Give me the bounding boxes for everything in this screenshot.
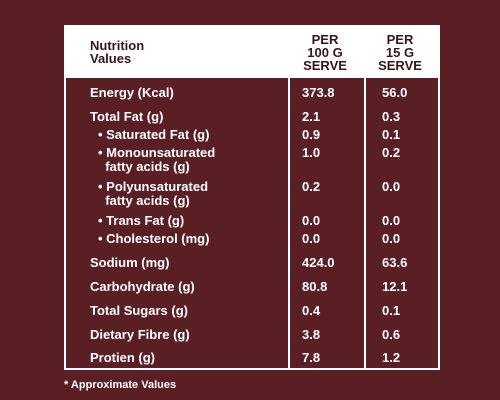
header-per-100g: PER 100 G SERVE xyxy=(303,32,347,73)
row-value-per-100g: 373.8 xyxy=(302,85,335,100)
row-label: • Cholesterol (mg) xyxy=(98,231,210,246)
row-label: • Polyunsaturated fatty acids (g) xyxy=(98,179,209,208)
row-value-per-100g: 0.9 xyxy=(302,127,321,142)
row-value-per-100g: 80.8 xyxy=(302,279,328,294)
row-label: Protien (g) xyxy=(90,350,155,365)
nutrition-table: Nutrition Values PER 100 G SERVE PER 15 … xyxy=(64,25,440,370)
row-value-per-15g: 1.2 xyxy=(382,350,401,365)
row-value-per-100g: 0.0 xyxy=(302,231,321,246)
row-value-per-100g: 0.2 xyxy=(302,179,321,194)
row-label: Energy (Kcal) xyxy=(90,85,174,100)
row-value-per-15g: 0.0 xyxy=(382,213,401,228)
column-divider-2 xyxy=(364,25,366,370)
row-value-per-100g: 1.0 xyxy=(302,145,321,160)
table-border-left xyxy=(64,25,66,370)
row-value-per-15g: 0.0 xyxy=(382,179,401,194)
row-value-per-15g: 12.1 xyxy=(382,279,408,294)
table-border-bottom xyxy=(64,368,440,370)
row-label: • Saturated Fat (g) xyxy=(98,127,210,142)
footnote-approximate-values: * Approximate Values xyxy=(64,379,177,391)
row-value-per-100g: 2.1 xyxy=(302,109,321,124)
row-label: Sodium (mg) xyxy=(90,255,170,270)
row-value-per-15g: 56.0 xyxy=(382,85,408,100)
row-value-per-15g: 0.3 xyxy=(382,109,401,124)
header-per-15g: PER 15 G SERVE xyxy=(378,32,422,73)
row-value-per-15g: 0.0 xyxy=(382,231,401,246)
row-label: Carbohydrate (g) xyxy=(90,279,195,294)
row-label: Total Fat (g) xyxy=(90,109,164,124)
row-value-per-15g: 63.6 xyxy=(382,255,408,270)
header-nutrition-values: Nutrition Values xyxy=(90,38,145,66)
row-value-per-15g: 0.6 xyxy=(382,327,401,342)
row-value-per-15g: 0.1 xyxy=(382,303,401,318)
table-header: Nutrition Values PER 100 G SERVE PER 15 … xyxy=(64,25,440,78)
row-value-per-100g: 3.8 xyxy=(302,327,321,342)
column-divider-1 xyxy=(288,25,290,370)
row-value-per-15g: 0.1 xyxy=(382,127,401,142)
row-label: • Trans Fat (g) xyxy=(98,213,185,228)
row-label: Total Sugars (g) xyxy=(90,303,188,318)
row-label: • Monounsaturated fatty acids (g) xyxy=(98,145,216,174)
row-value-per-100g: 7.8 xyxy=(302,350,321,365)
row-value-per-100g: 0.0 xyxy=(302,213,321,228)
table-border-right xyxy=(438,25,440,370)
row-label: Dietary Fibre (g) xyxy=(90,327,190,342)
row-value-per-100g: 424.0 xyxy=(302,255,335,270)
row-value-per-100g: 0.4 xyxy=(302,303,321,318)
row-value-per-15g: 0.2 xyxy=(382,145,401,160)
